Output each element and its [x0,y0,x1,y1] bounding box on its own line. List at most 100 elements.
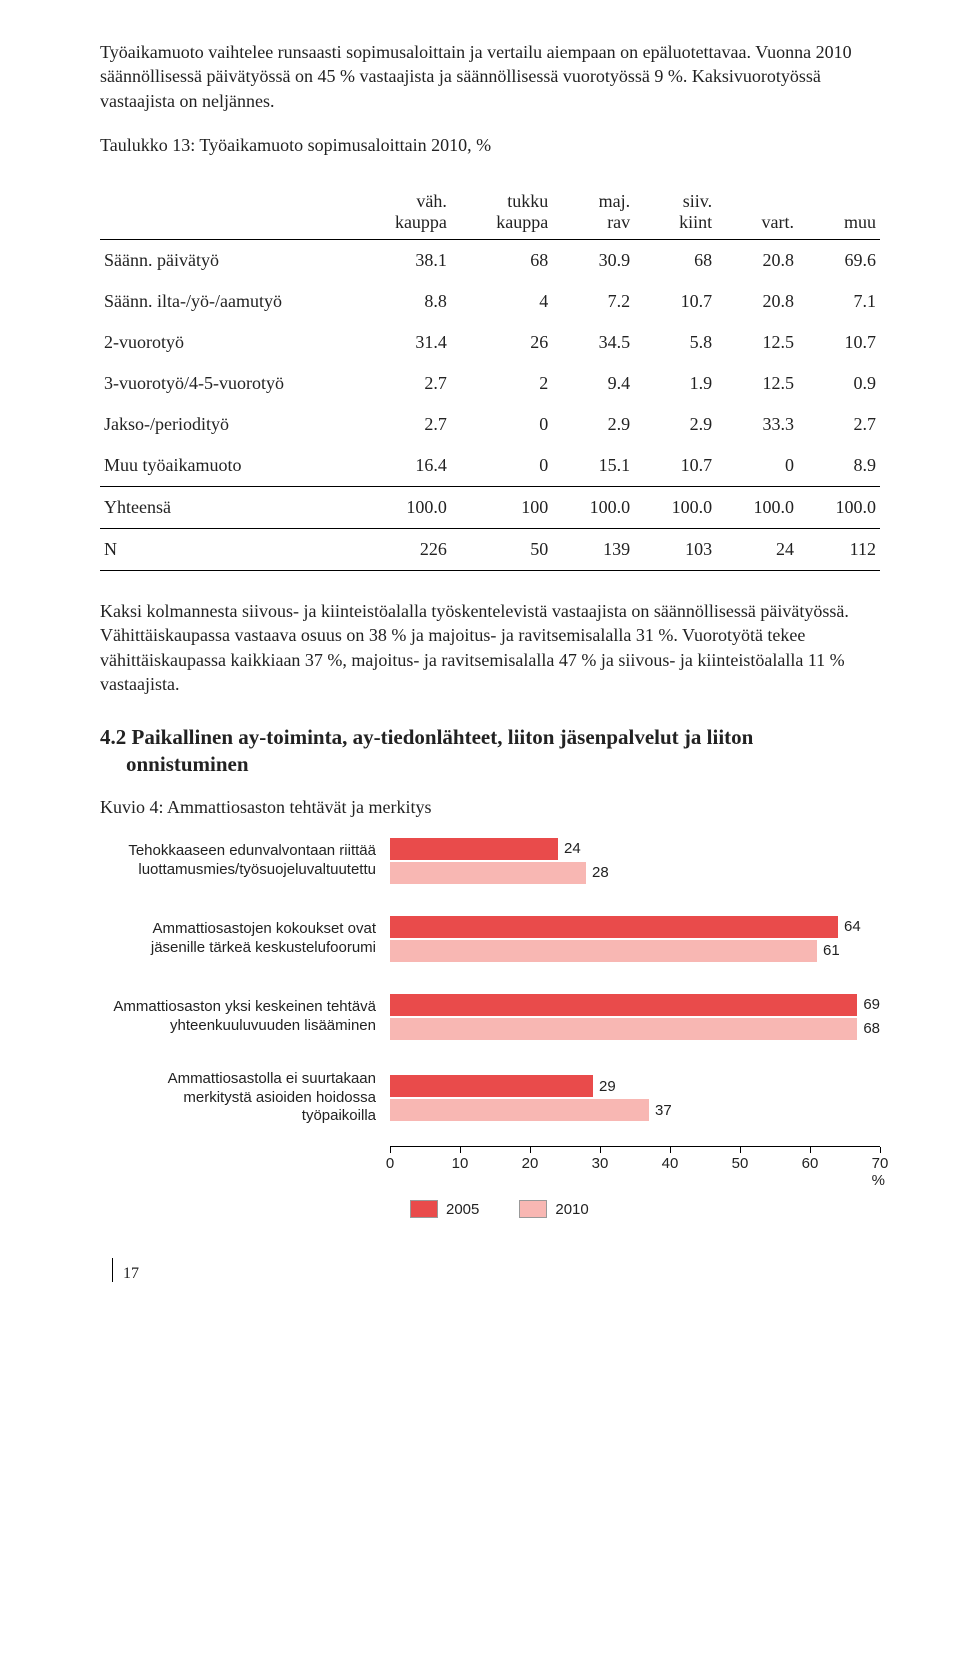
table-cell: 8.9 [798,445,880,487]
table-cell: 12.5 [716,322,798,363]
table-row: Jakso-/periodityö2.702.92.933.32.7 [100,404,880,445]
table-cell: 1.9 [634,363,716,404]
table-row: 2-vuorotyö31.42634.55.812.510.7 [100,322,880,363]
table-cell: 33.3 [716,404,798,445]
table-cell: 7.1 [798,281,880,322]
chart-category-label: Ammattiosaston yksi keskeinen tehtävä yh… [110,998,390,1036]
table-header: siiv.kiint [634,185,716,240]
legend-swatch [519,1200,547,1218]
chart-bar [390,1099,649,1121]
bar-chart: Tehokkaaseen edunvalvontaan riittää luot… [110,836,880,1218]
table-cell: 2.7 [350,404,451,445]
table-cell: 100.0 [798,487,880,529]
table-cell: 15.1 [552,445,634,487]
table-cell: 100.0 [634,487,716,529]
table-header: väh.kauppa [350,185,451,240]
table-row: Muu työaikamuoto16.4015.110.708.9 [100,445,880,487]
chart-bar [390,916,838,938]
table-cell: 10.7 [798,322,880,363]
chart-bar-value: 64 [844,918,861,935]
legend-item: 2005 [410,1200,479,1218]
axis-tick-label: 40 [662,1155,679,1172]
table-cell: 16.4 [350,445,451,487]
table-cell: Jakso-/periodityö [100,404,350,445]
table-cell: 30.9 [552,240,634,282]
axis-tick-label: 50 [732,1155,749,1172]
data-table: väh.kauppatukkukauppamaj.ravsiiv.kiintva… [100,185,880,571]
table-cell: 226 [350,529,451,571]
table-cell: 2.9 [634,404,716,445]
chart-row: Tehokkaaseen edunvalvontaan riittää luot… [110,836,880,886]
table-row: N2265013910324112 [100,529,880,571]
chart-bar-value: 61 [823,942,840,959]
legend-label: 2005 [446,1201,479,1218]
axis-tick-label: 30 [592,1155,609,1172]
chart-bar [390,1018,857,1040]
chart-legend: 2005 2010 [410,1200,880,1218]
chart-bar [390,838,558,860]
table-cell: 4 [451,281,552,322]
page-number: 17 [112,1258,880,1282]
intro-paragraph: Työaikamuoto vaihtelee runsaasti sopimus… [100,40,880,113]
table-cell: 139 [552,529,634,571]
table-cell: 0 [716,445,798,487]
table-title: Taulukko 13: Työaikamuoto sopimusaloitta… [100,133,880,157]
chart-category-label: Tehokkaaseen edunvalvontaan riittää luot… [110,842,390,880]
chart-bar [390,994,857,1016]
chart-category-label: Ammattiosastolla ei suurtakaan merkityst… [110,1070,390,1126]
chart-category-label: Ammattiosastojen kokoukset ovat jäsenill… [110,920,390,958]
legend-item: 2010 [519,1200,588,1218]
table-cell: 100 [451,487,552,529]
table-cell: 9.4 [552,363,634,404]
table-cell: 68 [451,240,552,282]
chart-bar-value: 28 [592,864,609,881]
table-cell: 26 [451,322,552,363]
chart-bar [390,940,817,962]
table-cell: 20.8 [716,281,798,322]
section-heading: 4.2 Paikallinen ay-toiminta, ay-tiedonlä… [100,724,880,777]
table-cell: 2.7 [798,404,880,445]
axis-tick-label: 70 % [872,1155,889,1189]
chart-bar [390,1075,593,1097]
chart-title: Kuvio 4: Ammattiosaston tehtävät ja merk… [100,797,880,818]
table-cell: 50 [451,529,552,571]
table-cell: Säänn. ilta-/yö-/aamutyö [100,281,350,322]
chart-row: Ammattiosastolla ei suurtakaan merkityst… [110,1070,880,1126]
table-cell: 31.4 [350,322,451,363]
chart-bar-value: 24 [564,840,581,857]
table-cell: 0 [451,445,552,487]
table-header: maj.rav [552,185,634,240]
table-cell: 0 [451,404,552,445]
table-cell: 10.7 [634,281,716,322]
table-cell: 24 [716,529,798,571]
table-cell: 12.5 [716,363,798,404]
table-cell: 103 [634,529,716,571]
table-cell: N [100,529,350,571]
table-cell: 2.7 [350,363,451,404]
table-header [100,185,350,240]
table-cell: 7.2 [552,281,634,322]
chart-bar-value: 68 [863,1020,880,1037]
chart-bar-value: 29 [599,1078,616,1095]
mid-paragraph: Kaksi kolmannesta siivous- ja kiinteistö… [100,599,880,696]
chart-bar-value: 37 [655,1102,672,1119]
table-row: Säänn. ilta-/yö-/aamutyö8.847.210.720.87… [100,281,880,322]
table-row: Yhteensä100.0100100.0100.0100.0100.0 [100,487,880,529]
axis-tick-label: 20 [522,1155,539,1172]
chart-bar-value: 69 [863,996,880,1013]
table-row: Säänn. päivätyö38.16830.96820.869.6 [100,240,880,282]
table-cell: 10.7 [634,445,716,487]
table-cell: Muu työaikamuoto [100,445,350,487]
axis-tick-label: 60 [802,1155,819,1172]
table-cell: 2-vuorotyö [100,322,350,363]
table-row: 3-vuorotyö/4-5-vuorotyö2.729.41.912.50.9 [100,363,880,404]
chart-row: Ammattiosaston yksi keskeinen tehtävä yh… [110,992,880,1042]
table-cell: 5.8 [634,322,716,363]
table-cell: 2.9 [552,404,634,445]
table-header: muu [798,185,880,240]
chart-bar [390,862,586,884]
table-cell: Säänn. päivätyö [100,240,350,282]
table-cell: 100.0 [350,487,451,529]
table-cell: 100.0 [716,487,798,529]
table-cell: 68 [634,240,716,282]
